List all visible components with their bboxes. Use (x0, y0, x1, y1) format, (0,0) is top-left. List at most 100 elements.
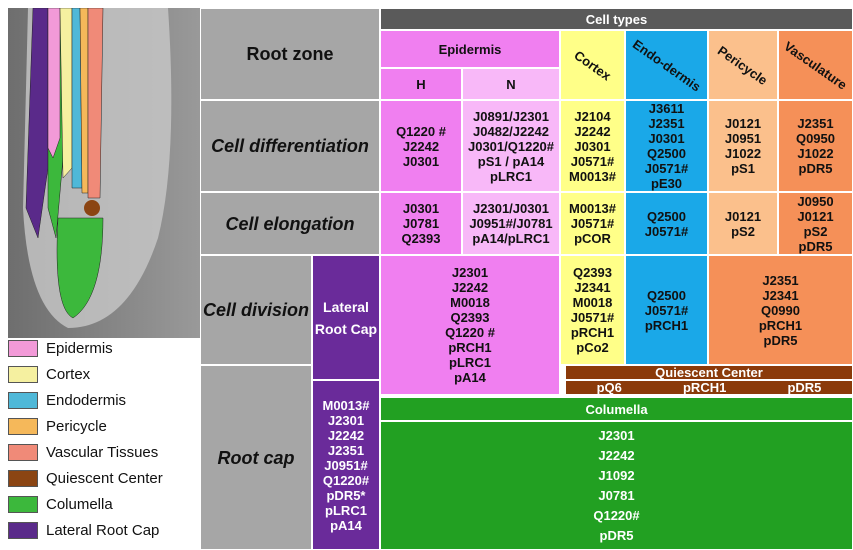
marker: J0781 (598, 487, 635, 503)
marker: M0013# (569, 168, 616, 184)
marker: J0301 (648, 131, 685, 146)
marker: J0121 (724, 116, 762, 131)
legend-label: Quiescent Center (46, 470, 163, 487)
legend-item: Cortex (8, 366, 90, 383)
marker: pDR5 (798, 238, 833, 254)
table-cell: J2301 J2242 J1092 J0781 Q1220# pDR5 (380, 421, 853, 550)
marker: J2341 (762, 287, 799, 303)
legend-item: Pericycle (8, 418, 107, 435)
marker: Q0990 (760, 302, 801, 318)
marker: Q2393 (572, 265, 613, 280)
marker: pRCH1 (758, 317, 803, 333)
column-label: Epidermis (438, 41, 502, 57)
column-header: N (462, 68, 560, 100)
column-label: Cortex (571, 47, 614, 83)
marker: pRCH1 (682, 380, 727, 395)
legend-swatch (8, 392, 38, 409)
marker: pDR5 (798, 161, 833, 176)
legend-swatch (8, 444, 38, 461)
marker: Q1220# (593, 507, 640, 523)
column-header: Epidermis (380, 30, 560, 68)
column-label: Pericycle (715, 42, 771, 88)
marker: pS2 (803, 223, 828, 239)
table-cell: J0301 J0781 Q2393 (380, 192, 462, 255)
marker: pRCH1 (570, 325, 615, 340)
marker: J2242 (451, 280, 489, 295)
table-cell: J2351 J2341 Q0990 pRCH1 pDR5 (708, 255, 853, 365)
marker: J2351 (648, 116, 685, 131)
row-header: Cell differentiation (200, 100, 380, 192)
cell-types-header: Cell types (380, 8, 853, 30)
marker: pA14 (454, 370, 486, 385)
marker: J2341 (574, 280, 611, 295)
legend-label: Vascular Tissues (46, 444, 159, 461)
table-cell: J0950 J0121 pS2 pDR5 (778, 192, 853, 255)
marker: pS2 (731, 223, 755, 239)
marker: J2301 (598, 427, 635, 443)
marker: J0121 (724, 208, 762, 224)
legend-swatch (8, 366, 38, 383)
table-cell: Q1220 # J2242 J0301 (380, 100, 462, 192)
column-header: Cortex (560, 30, 625, 100)
marker: J1022 (724, 146, 762, 161)
marker: J0950 (797, 193, 834, 209)
marker: Q2500 (646, 146, 687, 161)
marker: J1092 (598, 467, 635, 483)
table-cell: Q2500 J0571# pRCH1 (625, 255, 708, 365)
legend-swatch (8, 522, 38, 539)
marker: J3611 (648, 101, 685, 116)
marker: Q1220 # (396, 123, 446, 139)
marker: pCo2 (576, 340, 609, 355)
marker: J2301/J0301 (473, 201, 549, 216)
marker: J0571# (644, 161, 689, 176)
row-header: Cell division (200, 255, 312, 365)
table-cell: J2301 J2242 M0018 Q2393 Q1220 # pRCH1 pLRC1 pA1… (380, 255, 560, 395)
marker: J0951# (324, 457, 368, 473)
legend-item: Columella (8, 496, 113, 513)
marker: pLRC1 (325, 502, 367, 518)
marker: Q1220# (322, 472, 370, 488)
marker: pA14 (330, 517, 362, 533)
legend-swatch (8, 470, 38, 487)
row-label: Cell differentiation (211, 136, 369, 156)
column-header: Pericycle (708, 30, 778, 100)
marker: J2301 (451, 265, 489, 280)
legend-swatch (8, 340, 38, 357)
legend-item: Lateral Root Cap (8, 522, 159, 539)
marker: J0482/J2242 (473, 123, 549, 139)
marker: pS1 (731, 161, 755, 176)
legend-label: Pericycle (46, 418, 107, 435)
legend-item: Vascular Tissues (8, 444, 158, 461)
column-header: H (380, 68, 462, 100)
table-cell: M0013# J2301 J2242 J2351 J0951# Q1220# pDR5* pL… (312, 380, 380, 550)
column-label: H (416, 76, 426, 92)
table-cell: pQ6 pRCH1 pDR5 (565, 380, 853, 395)
marker: J0571# (570, 153, 615, 169)
table-cell: J2351 Q0950 J1022 pDR5 (778, 100, 853, 192)
marker: pLRC1 (490, 168, 532, 184)
marker: J0951#/J0781 (469, 216, 553, 231)
header-text: Cell types (585, 11, 648, 27)
marker: J2242 (598, 447, 635, 463)
legend-label: Lateral Root Cap (46, 522, 160, 539)
marker: Q1220 # (445, 325, 495, 340)
marker: pA14/pLRC1 (472, 231, 550, 246)
legend-item: Quiescent Center (8, 470, 163, 487)
table-cell: J3611 J2351 J0301 Q2500 J0571# pE30 (625, 100, 708, 192)
marker: pDR5 (763, 332, 798, 348)
marker: pRCH1 (644, 317, 689, 333)
table-cell: Lateral Root Cap (312, 255, 380, 380)
marker: J2351 (327, 442, 365, 458)
marker: J0301 (402, 153, 440, 169)
row-header: Root cap (200, 365, 312, 550)
root-micrograph (8, 8, 203, 338)
marker: Q2500 (646, 208, 687, 224)
marker: J2104 (574, 108, 611, 124)
legend-label: Epidermis (46, 340, 113, 357)
table-cell: M0013# J0571# pCOR (560, 192, 625, 255)
marker: J0301 (402, 201, 440, 216)
marker: J2351 (762, 272, 799, 288)
table-cell: Q2500 J0571# (625, 192, 708, 255)
marker: J0571# (570, 310, 615, 325)
